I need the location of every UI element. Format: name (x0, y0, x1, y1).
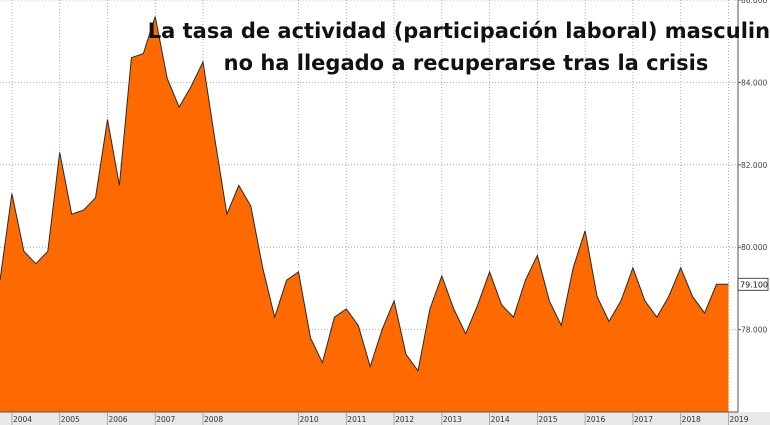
y-tick-label: 78.000 (741, 326, 767, 335)
area-fill (0, 16, 729, 412)
y-axis-panel (738, 0, 770, 412)
y-tick-label: 80.000 (741, 243, 767, 252)
x-tick-label: 2014 (491, 415, 510, 424)
x-tick-label: 2018 (682, 415, 701, 424)
last-value-label: 79.100 (740, 280, 768, 289)
chart-title-line-1: La tasa de actividad (participación labo… (148, 19, 770, 43)
last-value-tag: 79.100 (737, 277, 769, 291)
y-tick-label: 86.000 (741, 0, 767, 5)
data-area (0, 16, 729, 412)
chart-title-line-2: no ha llegado a recuperarse tras la cris… (224, 51, 709, 75)
x-tick-label: 2010 (300, 415, 319, 424)
x-tick-label: 2011 (347, 415, 366, 424)
x-tick-label: 2004 (13, 415, 32, 424)
series-line (0, 16, 729, 373)
x-tick-label: 2006 (108, 415, 127, 424)
x-tick-label: 2007 (156, 415, 175, 424)
x-tick-label: 2012 (395, 415, 414, 424)
x-tick-label: 2015 (538, 415, 557, 424)
x-tick-label: 2008 (204, 415, 223, 424)
y-tick-label: 82.000 (741, 161, 767, 170)
y-tick-label: 84.000 (741, 78, 767, 87)
last-value-box (737, 277, 769, 291)
x-tick-labels: 2004 2005 2006 2007 2008 2010 2011 2012 2013 2014… (11, 412, 749, 425)
x-tick-label: 2019 (729, 415, 748, 424)
x-axis-panel (0, 412, 770, 425)
x-tick-label: 2013 (443, 415, 462, 424)
x-tick-label: 2016 (586, 415, 605, 424)
y-tick-labels: 78.000 80.000 82.000 84.000 86.000 (738, 0, 767, 335)
x-tick-label: 2017 (634, 415, 653, 424)
chart-title: La tasa de actividad (participación labo… (148, 19, 770, 75)
x-tick-label: 2005 (61, 415, 80, 424)
